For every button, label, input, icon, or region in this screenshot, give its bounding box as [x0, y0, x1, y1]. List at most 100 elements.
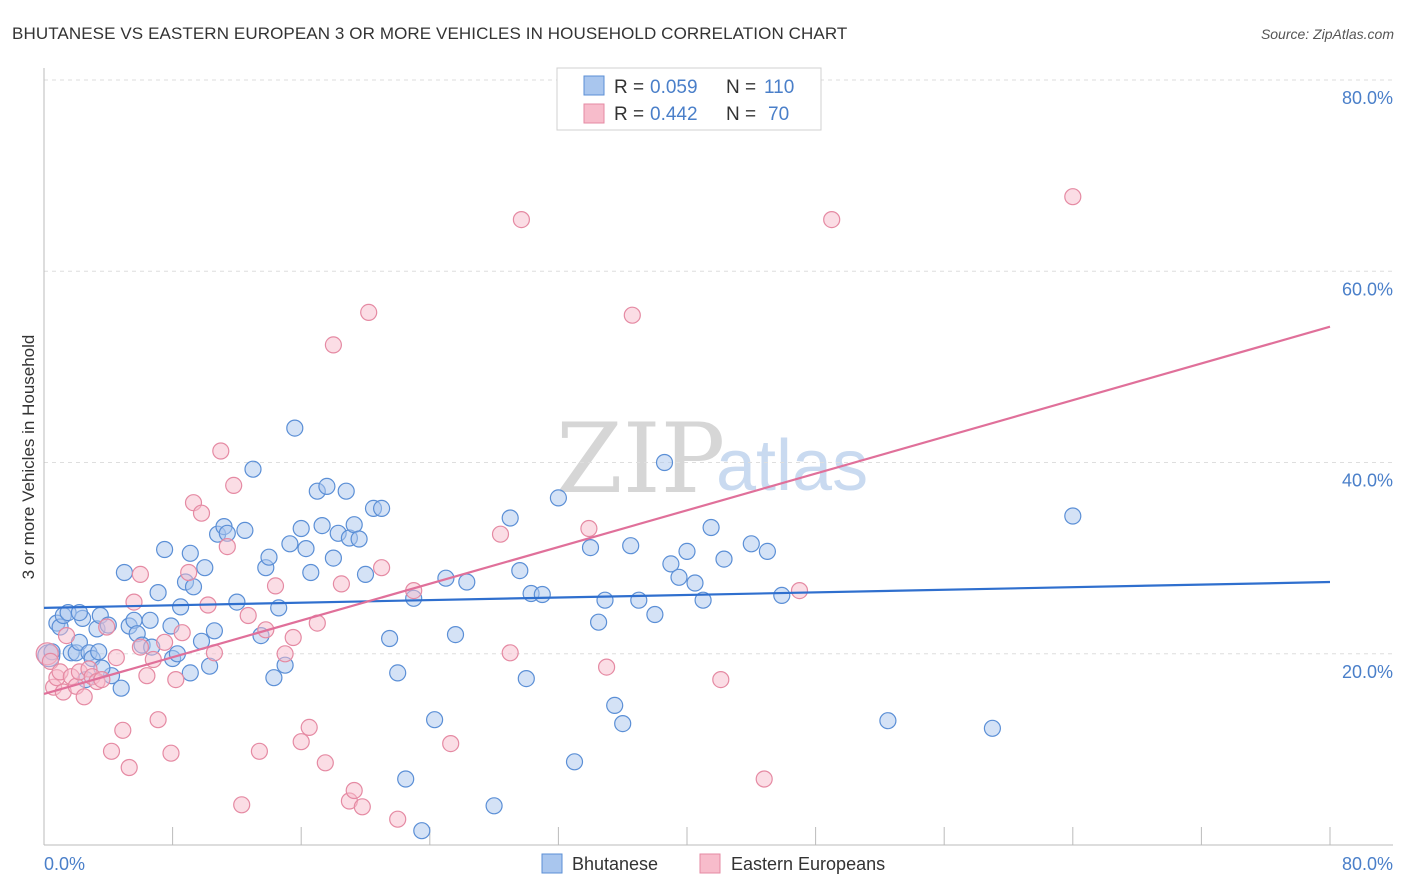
legend-r-value-1: 0.059 — [650, 77, 698, 98]
eastern-europeans-point-32 — [192, 504, 211, 522]
bhutanese-point-97 — [694, 591, 712, 609]
bhutanese-point-78 — [511, 561, 529, 580]
bhutanese-point-85 — [589, 613, 608, 631]
bhutanese-point-41 — [228, 593, 246, 611]
bhutanese-point-74 — [446, 625, 465, 644]
eastern-europeans-point-18 — [107, 648, 125, 667]
legend-swatch-eastern-europeans — [583, 103, 605, 124]
eastern-europeans-point-56 — [389, 810, 407, 828]
bhutanese-point-18 — [112, 679, 130, 697]
eastern-europeans-point-38 — [233, 796, 251, 814]
eastern-europeans-point-52 — [345, 781, 363, 800]
eastern-europeans-point-44 — [284, 628, 302, 647]
bhutanese-point-79 — [517, 669, 535, 688]
eastern-europeans-point-48 — [316, 754, 334, 772]
eastern-europeans-point-54 — [360, 303, 378, 321]
bhutanese-point-110 — [70, 603, 89, 622]
eastern-europeans-point-64 — [623, 306, 641, 324]
eastern-europeans-point-39 — [239, 606, 257, 625]
x-tick-label-max: 80.0% — [1342, 854, 1393, 874]
eastern-europeans-point-19 — [114, 721, 132, 739]
legend-r-value-2: 0.442 — [650, 104, 698, 125]
bhutanese-point-86 — [596, 591, 614, 609]
bhutanese-point-105 — [1064, 507, 1082, 525]
trend-lines — [43, 325, 1331, 695]
eastern-europeans-point-42 — [266, 577, 285, 595]
correlation-legend: R = 0.059 N = 110 R = 0.442 N = 70 — [556, 67, 822, 131]
series-legend: Bhutanese Eastern Europeans — [541, 853, 885, 874]
bhutanese-point-57 — [318, 477, 336, 495]
eastern-europeans-point-25 — [149, 711, 167, 729]
legend-r-label-2: R = — [614, 104, 644, 125]
axes — [43, 68, 1393, 846]
eastern-europeans-point-45 — [292, 733, 310, 751]
eastern-europeans-point-21 — [125, 593, 143, 611]
eastern-europeans-point-40 — [250, 742, 268, 760]
y-tick-labels: 20.0% 40.0% 60.0% 80.0% — [1342, 88, 1393, 682]
bhutanese-point-109 — [181, 664, 199, 682]
bhutanese-point-54 — [302, 563, 320, 582]
bhutanese-point-94 — [670, 568, 688, 586]
chart-source: Source: ZipAtlas.com — [1261, 26, 1394, 42]
bhutanese-point-30 — [172, 598, 190, 616]
bhutanese-point-62 — [345, 516, 363, 534]
watermark: ZIP atlas — [556, 403, 868, 515]
eastern-europeans-point-49 — [324, 336, 342, 354]
bhutanese-point-56 — [313, 516, 331, 535]
bhutanese-point-98 — [702, 518, 720, 537]
eastern-europeans-point-2 — [41, 652, 60, 671]
eastern-europeans-point-27 — [162, 744, 180, 762]
bhutanese-point-76 — [485, 797, 503, 815]
bhutanese-point-84 — [581, 538, 600, 557]
bhutanese-point-58 — [324, 549, 342, 567]
y-axis-label: 3 or more Vehicles in Household — [19, 335, 38, 580]
bhutanese-point-47 — [265, 669, 283, 687]
eastern-europeans-point-36 — [218, 537, 236, 556]
bhutanese-point-69 — [397, 770, 415, 788]
eastern-europeans-point-29 — [173, 624, 191, 642]
bhutanese-point-64 — [356, 565, 375, 584]
bhutanese-point-81 — [533, 585, 551, 604]
bhutanese-point-35 — [196, 559, 214, 577]
y-tick-label-1: 20.0% — [1342, 662, 1393, 682]
bhutanese-point-100 — [742, 535, 760, 553]
eastern-europeans-point-58 — [442, 734, 460, 753]
eastern-europeans-point-62 — [580, 519, 598, 538]
eastern-europeans-point-11 — [75, 688, 93, 706]
eastern-europeans-point-67 — [790, 581, 809, 600]
bhutanese-point-103 — [879, 712, 897, 730]
bhutanese-point-83 — [565, 753, 584, 771]
legend-n-value-1: 110 — [764, 77, 794, 98]
bhutanese-point-82 — [549, 489, 568, 507]
bhutanese-point-53 — [297, 539, 315, 558]
bhutanese-point-67 — [381, 629, 399, 648]
bhutanese-point-19 — [115, 563, 134, 582]
bhutanese-point-72 — [426, 711, 444, 729]
bhutanese-point-93 — [662, 555, 680, 573]
bhutanese-point-89 — [622, 537, 640, 555]
eastern-europeans-point-22 — [131, 638, 149, 656]
bhutanese-point-71 — [413, 822, 431, 840]
eastern-europeans-point-46 — [300, 718, 318, 737]
legend-n-value-2: 70 — [768, 104, 789, 125]
bhutanese-point-77 — [501, 509, 519, 527]
eastern-europeans-point-66 — [755, 770, 773, 788]
eastern-europeans-point-65 — [712, 670, 730, 689]
eastern-europeans-point-17 — [102, 742, 121, 760]
bhutanese-point-66 — [373, 499, 391, 517]
eastern-europeans-point-23 — [138, 667, 156, 685]
bhutanese-point-50 — [281, 535, 299, 553]
y-tick-label-4: 80.0% — [1342, 88, 1393, 108]
bhutanese-point-37 — [205, 622, 223, 640]
bhutanese-point-90 — [630, 591, 648, 609]
bhutanese-point-96 — [686, 574, 704, 592]
eastern-europeans-point-28 — [167, 670, 185, 689]
x-tick-label-min: 0.0% — [44, 854, 85, 874]
bhutanese-point-52 — [292, 519, 310, 538]
bhutanese-point-88 — [614, 714, 632, 733]
eastern-europeans-point-50 — [332, 575, 350, 593]
bhutanese-point-24 — [141, 611, 159, 629]
legend-n-label-2: N = — [726, 104, 756, 125]
legend-swatch-bhutanese — [583, 75, 605, 96]
